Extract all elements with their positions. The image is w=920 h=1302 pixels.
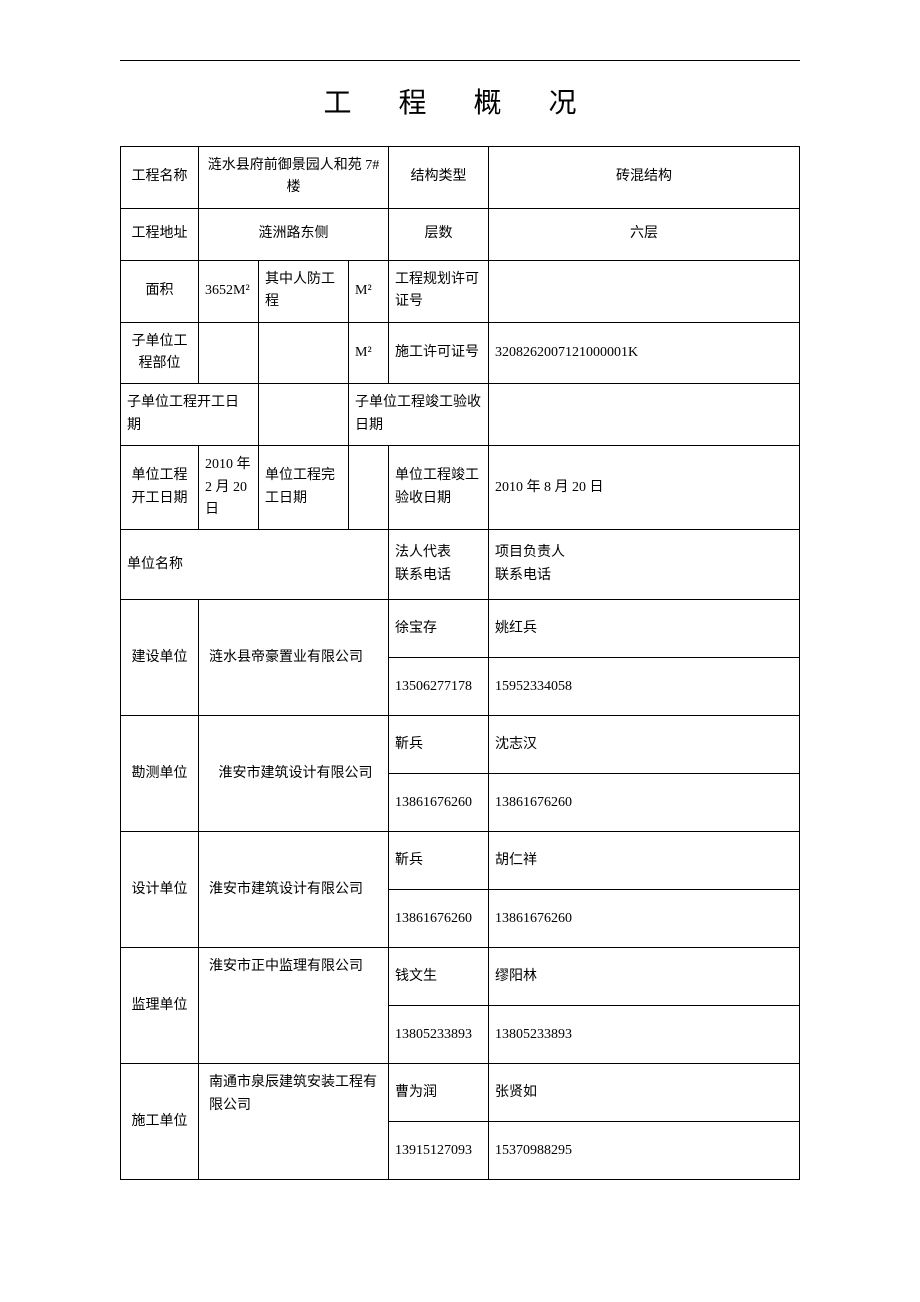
value-structure-type: 砖混结构 xyxy=(489,147,800,209)
value-planning-permit xyxy=(489,260,800,322)
label-construction-permit: 施工许可证号 xyxy=(389,322,489,384)
table-row: 子单位工程开工日期 子单位工程竣工验收日期 xyxy=(121,384,800,446)
value-floors: 六层 xyxy=(489,208,800,260)
label-unit-acceptance-date: 单位工程竣工验收日期 xyxy=(389,446,489,530)
value-supervision-legal-phone: 13805233893 xyxy=(389,1006,489,1064)
empty-cell xyxy=(259,322,349,384)
value-survey-leader-phone: 13861676260 xyxy=(489,774,800,832)
value-design-legal-name: 靳兵 xyxy=(389,832,489,890)
top-rule xyxy=(120,60,800,61)
value-project-name: 涟水县府前御景园人和苑 7#楼 xyxy=(199,147,389,209)
label-unit-start-date: 单位工程开工日期 xyxy=(121,446,199,530)
table-row: 建设单位 涟水县帝豪置业有限公司 徐宝存 姚红兵 xyxy=(121,600,800,658)
value-contractor-leader-name: 张贤如 xyxy=(489,1064,800,1122)
value-contractor-legal-phone: 13915127093 xyxy=(389,1122,489,1180)
table-row: 监理单位 淮安市正中监理有限公司 钱文生 缪阳林 xyxy=(121,948,800,1006)
value-design-leader-name: 胡仁祥 xyxy=(489,832,800,890)
empty-cell xyxy=(259,384,349,446)
value-supervision-leader-phone: 13805233893 xyxy=(489,1006,800,1064)
label-sub-unit-part: 子单位工程部位 xyxy=(121,322,199,384)
value-unit-start-date: 2010 年 2 月 20 日 xyxy=(199,446,259,530)
empty-cell xyxy=(489,384,800,446)
value-supervision-legal-name: 钱文生 xyxy=(389,948,489,1006)
value-contractor-legal-name: 曹为润 xyxy=(389,1064,489,1122)
table-row: 勘测单位 淮安市建筑设计有限公司 靳兵 沈志汉 xyxy=(121,716,800,774)
label-contractor-unit: 施工单位 xyxy=(121,1064,199,1180)
value-supervision-company: 淮安市正中监理有限公司 xyxy=(199,948,389,1064)
label-sub-unit-acceptance-date: 子单位工程竣工验收日期 xyxy=(349,384,489,446)
label-area: 面积 xyxy=(121,260,199,322)
table-row: 单位名称 法人代表 联系电话 项目负责人 联系电话 xyxy=(121,530,800,600)
label-construction-unit: 建设单位 xyxy=(121,600,199,716)
value-construction-legal-name: 徐宝存 xyxy=(389,600,489,658)
table-row: 工程名称 涟水县府前御景园人和苑 7#楼 结构类型 砖混结构 xyxy=(121,147,800,209)
label-m2-1: M² xyxy=(349,260,389,322)
table-row: 面积 3652M² 其中人防工程 M² 工程规划许可证号 xyxy=(121,260,800,322)
value-area: 3652M² xyxy=(199,260,259,322)
value-contractor-company: 南通市泉辰建筑安装工程有限公司 xyxy=(199,1064,389,1180)
table-row: 设计单位 淮安市建筑设计有限公司 靳兵 胡仁祥 xyxy=(121,832,800,890)
value-design-leader-phone: 13861676260 xyxy=(489,890,800,948)
value-contractor-leader-phone: 15370988295 xyxy=(489,1122,800,1180)
label-survey-unit: 勘测单位 xyxy=(121,716,199,832)
value-construction-leader-phone: 15952334058 xyxy=(489,658,800,716)
label-project-name: 工程名称 xyxy=(121,147,199,209)
value-construction-leader-name: 姚红兵 xyxy=(489,600,800,658)
value-survey-leader-name: 沈志汉 xyxy=(489,716,800,774)
value-construction-company: 涟水县帝豪置业有限公司 xyxy=(199,600,389,716)
value-construction-permit: 3208262007121000001K xyxy=(489,322,800,384)
table-row: 子单位工程部位 M² 施工许可证号 3208262007121000001K xyxy=(121,322,800,384)
label-structure-type: 结构类型 xyxy=(389,147,489,209)
table-row: 单位工程开工日期 2010 年 2 月 20 日 单位工程完工日期 单位工程竣工… xyxy=(121,446,800,530)
label-floors: 层数 xyxy=(389,208,489,260)
label-unit-complete-date: 单位工程完工日期 xyxy=(259,446,349,530)
value-construction-legal-phone: 13506277178 xyxy=(389,658,489,716)
label-unit-name: 单位名称 xyxy=(121,530,389,600)
empty-cell xyxy=(349,446,389,530)
value-survey-company: 淮安市建筑设计有限公司 xyxy=(199,716,389,832)
label-project-address: 工程地址 xyxy=(121,208,199,260)
project-overview-table: 工程名称 涟水县府前御景园人和苑 7#楼 结构类型 砖混结构 工程地址 涟洲路东… xyxy=(120,146,800,1180)
label-design-unit: 设计单位 xyxy=(121,832,199,948)
page-title: 工 程 概 况 xyxy=(120,81,800,121)
label-planning-permit: 工程规划许可证号 xyxy=(389,260,489,322)
value-design-company: 淮安市建筑设计有限公司 xyxy=(199,832,389,948)
empty-cell xyxy=(199,322,259,384)
table-row: 施工单位 南通市泉辰建筑安装工程有限公司 曹为润 张贤如 xyxy=(121,1064,800,1122)
label-legal-rep-phone: 法人代表 联系电话 xyxy=(389,530,489,600)
value-project-address: 涟洲路东侧 xyxy=(199,208,389,260)
label-project-leader-phone: 项目负责人 联系电话 xyxy=(489,530,800,600)
label-supervision-unit: 监理单位 xyxy=(121,948,199,1064)
label-sub-unit-start-date: 子单位工程开工日期 xyxy=(121,384,259,446)
value-survey-legal-name: 靳兵 xyxy=(389,716,489,774)
value-unit-acceptance-date: 2010 年 8 月 20 日 xyxy=(489,446,800,530)
value-design-legal-phone: 13861676260 xyxy=(389,890,489,948)
value-supervision-leader-name: 缪阳林 xyxy=(489,948,800,1006)
table-row: 工程地址 涟洲路东侧 层数 六层 xyxy=(121,208,800,260)
label-defense-project: 其中人防工程 xyxy=(259,260,349,322)
value-survey-legal-phone: 13861676260 xyxy=(389,774,489,832)
label-m2-2: M² xyxy=(349,322,389,384)
